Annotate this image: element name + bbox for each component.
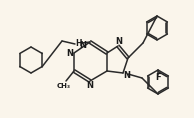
Text: H: H: [75, 38, 81, 48]
Text: N: N: [115, 38, 122, 46]
Text: CH₃: CH₃: [57, 83, 71, 89]
Text: N: N: [124, 70, 131, 80]
Text: N: N: [87, 80, 94, 89]
Text: F: F: [155, 74, 161, 82]
Text: N: N: [80, 40, 87, 49]
Text: N: N: [67, 48, 74, 57]
